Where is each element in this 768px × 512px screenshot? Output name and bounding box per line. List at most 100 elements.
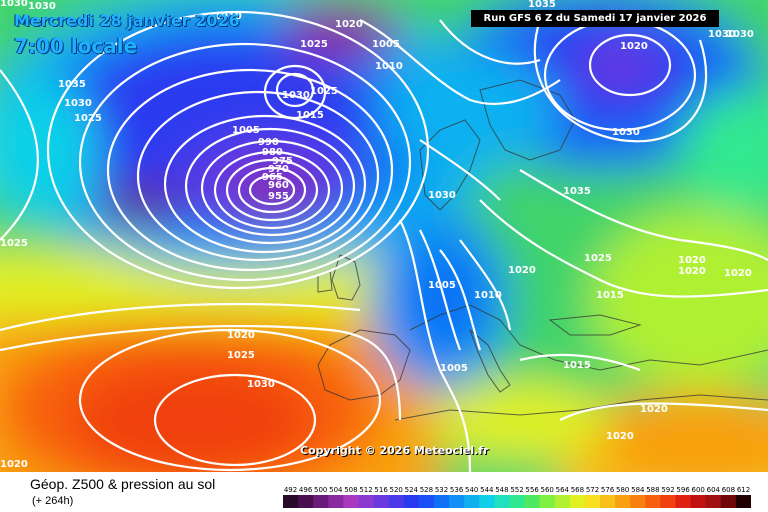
isobar-label: 1030	[28, 1, 56, 12]
isobar-label: 1030	[0, 0, 28, 9]
legend-tick-label: 508	[344, 486, 357, 494]
legend-swatch	[615, 495, 631, 508]
legend-tick-label: 596	[676, 486, 690, 494]
isobar-label: 1025	[0, 238, 28, 249]
legend-swatch	[283, 495, 299, 508]
legend-swatch	[660, 495, 676, 508]
isobar-label: 1030	[708, 29, 736, 40]
legend-tick-label: 492	[284, 486, 297, 494]
isobar-label: 1030	[64, 98, 92, 109]
legend-tick-label: 496	[299, 486, 313, 494]
field-title: Géop. Z500 & pression au sol	[30, 476, 216, 492]
legend-swatch	[645, 495, 661, 508]
isobar-label: 1030	[282, 90, 310, 101]
legend-tick-label: 512	[359, 486, 372, 494]
isobar-label: 1010	[474, 290, 502, 301]
legend-tick-label: 500	[314, 486, 327, 494]
legend-tick-label: 576	[601, 486, 615, 494]
isobar-label: 1020	[724, 268, 752, 279]
legend-tick-label: 592	[661, 486, 674, 494]
isobar-label: 1005	[372, 39, 400, 50]
legend-tick-label: 504	[329, 486, 343, 494]
legend-swatch	[705, 495, 722, 508]
legend-swatch	[539, 495, 556, 508]
legend-tick-label: 536	[450, 486, 464, 494]
legend-swatch	[313, 495, 329, 508]
legend-swatch	[569, 495, 586, 508]
isobar-label: 1025	[74, 113, 102, 124]
legend-tick-label: 608	[722, 486, 735, 494]
isobar-label: 1020	[640, 404, 668, 415]
isobar-labels: 1030 1010 1020 1005 1010 1025 1020 1035 …	[0, 0, 754, 470]
isobar-label: 1025	[310, 86, 338, 97]
isobar-label: 990	[258, 137, 279, 148]
model-run-label: Run GFS 6 Z du Samedi 17 janvier 2026	[471, 10, 719, 27]
isobar-label: 1005	[232, 125, 260, 136]
forecast-date: Mercredi 28 janvier 2026	[14, 11, 240, 30]
isobar-label: 1030	[428, 190, 456, 201]
legend-swatch	[464, 495, 480, 508]
isobar-label: 1020	[606, 431, 634, 442]
legend-swatch	[554, 495, 571, 508]
isobar-label: 1010	[375, 61, 403, 72]
isobar-label: 955	[268, 191, 289, 202]
isobar-label: 1030	[726, 29, 754, 40]
legend-swatch	[358, 495, 375, 508]
legend-swatch	[479, 495, 495, 508]
isobar-label: 1020	[0, 459, 28, 470]
isobar-label: 1020	[227, 330, 255, 341]
legend-swatch	[509, 495, 526, 508]
isobar-label: 1020	[620, 41, 648, 52]
footer-bar: Géop. Z500 & pression au sol (+ 264h) 49…	[0, 472, 768, 512]
legend-tick-label: 532	[435, 486, 448, 494]
isobar-label: 965	[262, 172, 283, 183]
isobar-label: 1010	[214, 11, 242, 22]
lead-time: (+ 264h)	[32, 495, 74, 507]
legend-tick-label: 580	[616, 486, 629, 494]
isobar-label: 1030	[612, 127, 640, 138]
legend-tick-label: 584	[631, 486, 645, 494]
isobar-label: 1020	[678, 255, 706, 266]
isobar-label: 1025	[300, 39, 328, 50]
legend-tick-label: 612	[737, 486, 750, 494]
isobar-label: 980	[262, 147, 283, 158]
legend-tick-label: 548	[495, 486, 508, 494]
isobar-label: 970	[268, 164, 289, 175]
legend-swatch	[675, 495, 692, 508]
color-scale-legend: 492 496 500 504 508 512 516 520 524 528 532 536 540 5…	[283, 486, 751, 508]
legend-swatch	[373, 495, 390, 508]
isobar-label: 1020	[335, 19, 363, 30]
legend-tick-label: 516	[374, 486, 388, 494]
legend-tick-label: 552	[510, 486, 523, 494]
legend-tick-label: 520	[390, 486, 403, 494]
legend-tick-label: 600	[692, 486, 705, 494]
isobar-label: 1035	[563, 186, 591, 197]
geopotential-field	[0, 0, 768, 472]
legend-swatch	[494, 495, 510, 508]
legend-swatch	[735, 495, 751, 508]
legend-swatch	[720, 495, 737, 508]
copyright-notice: Copyright © 2026 Meteociel.fr	[300, 444, 489, 457]
legend-swatch	[418, 495, 435, 508]
legend-tick-label: 604	[707, 486, 721, 494]
isobar-label: 1005	[440, 363, 468, 374]
legend-swatch	[630, 495, 646, 508]
isobar-label: 1020	[508, 265, 536, 276]
isobar-label: 1035	[58, 79, 86, 90]
legend-swatch	[524, 495, 541, 508]
legend-tick-label: 544	[480, 486, 494, 494]
isobar-label: 1015	[596, 290, 624, 301]
legend-swatch	[600, 495, 616, 508]
legend-tick-label: 568	[571, 486, 584, 494]
legend-tick-label: 560	[541, 486, 554, 494]
legend-swatch	[449, 495, 465, 508]
legend-tick-label: 556	[525, 486, 539, 494]
isobar-label: 1030	[247, 379, 275, 390]
isobars	[0, 10, 768, 472]
legend-tick-label: 572	[586, 486, 599, 494]
coastlines	[317, 79, 768, 421]
isobar-label: 1015	[563, 360, 591, 371]
legend-tick-label: 588	[646, 486, 659, 494]
legend-tick-label: 564	[556, 486, 570, 494]
